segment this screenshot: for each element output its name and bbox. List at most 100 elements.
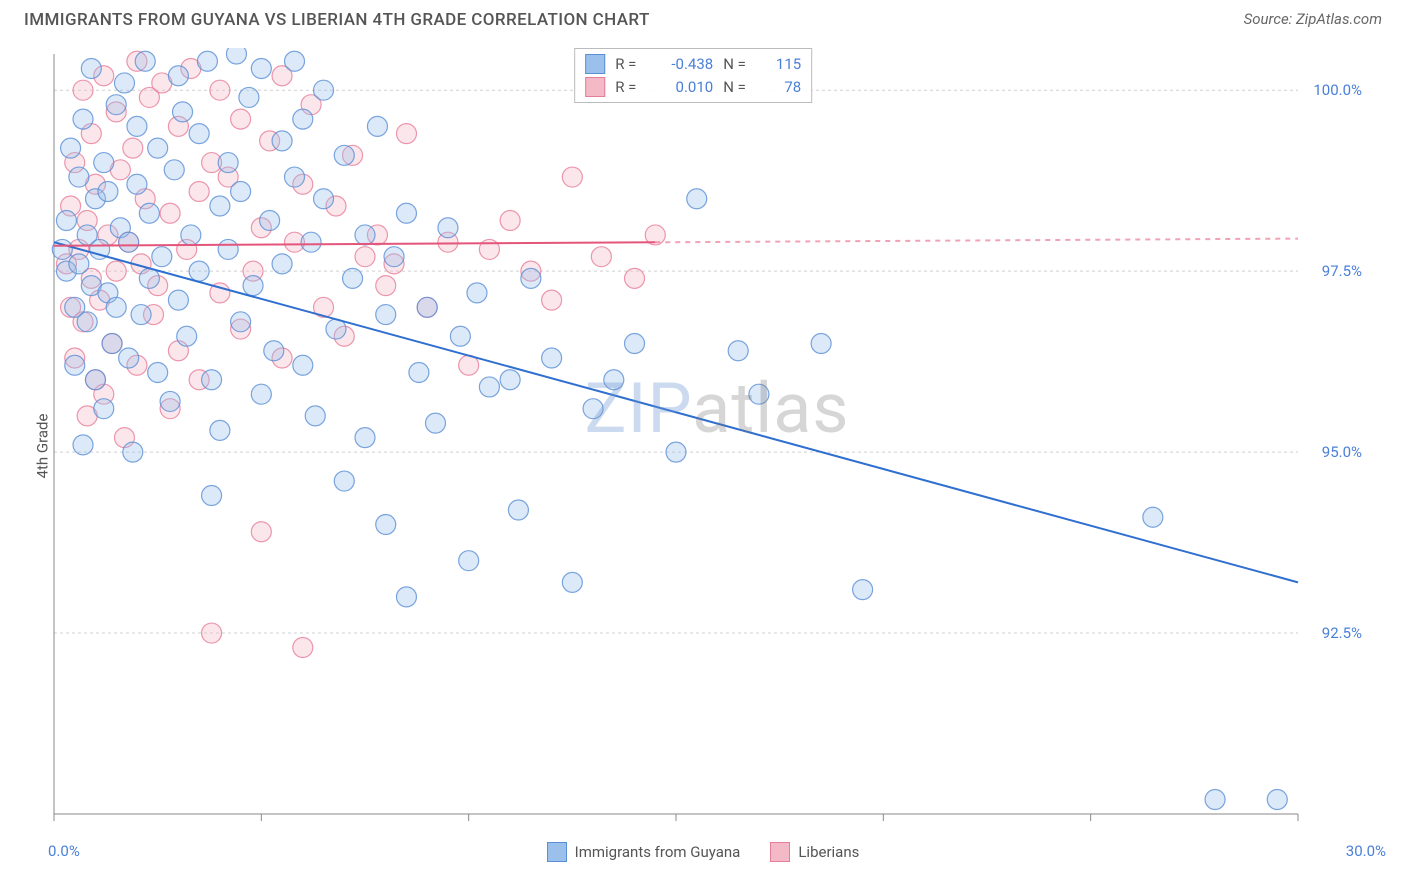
scatter-point-liberians (562, 167, 582, 187)
scatter-point-guyana (417, 297, 437, 317)
correlation-legend: R =-0.438N =115R =0.010N =78 (574, 48, 812, 103)
scatter-point-guyana (314, 80, 334, 100)
scatter-point-guyana (355, 225, 375, 245)
scatter-point-guyana (114, 73, 134, 93)
corr-n-label: N = (723, 76, 751, 99)
scatter-point-guyana (218, 239, 238, 259)
corr-n-label: N = (723, 53, 751, 76)
scatter-point-liberians (123, 138, 143, 158)
legend-swatch (585, 54, 605, 74)
source-label: Source: ZipAtlas.com (1244, 10, 1382, 28)
scatter-point-liberians (376, 276, 396, 296)
scatter-point-guyana (285, 51, 305, 71)
scatter-point-guyana (139, 268, 159, 288)
scatter-point-liberians (231, 109, 251, 129)
scatter-point-guyana (168, 66, 188, 86)
scatter-point-guyana (479, 377, 499, 397)
scatter-point-guyana (65, 355, 85, 375)
legend-swatch (770, 842, 790, 862)
scatter-point-guyana (542, 348, 562, 368)
scatter-point-guyana (243, 276, 263, 296)
scatter-point-guyana (438, 218, 458, 238)
scatter-point-guyana (123, 442, 143, 462)
scatter-point-guyana (218, 153, 238, 173)
scatter-point-guyana (687, 189, 707, 209)
scatter-point-guyana (119, 348, 139, 368)
scatter-point-liberians (625, 268, 645, 288)
scatter-point-guyana (139, 203, 159, 223)
scatter-point-guyana (272, 254, 292, 274)
scatter-point-guyana (450, 326, 470, 346)
scatter-point-guyana (181, 225, 201, 245)
scatter-point-guyana (106, 95, 126, 115)
scatter-point-guyana (61, 138, 81, 158)
scatter-point-guyana (853, 580, 873, 600)
y-tick-label: 95.0% (1322, 443, 1362, 461)
corr-r-value: 0.010 (653, 76, 713, 99)
scatter-point-guyana (384, 247, 404, 267)
scatter-point-guyana (56, 210, 76, 230)
legend-label: Immigrants from Guyana (575, 843, 741, 861)
scatter-point-guyana (102, 334, 122, 354)
corr-r-value: -0.438 (653, 53, 713, 76)
scatter-point-guyana (202, 370, 222, 390)
legend-label: Liberians (798, 843, 859, 861)
scatter-point-guyana (131, 305, 151, 325)
scatter-point-guyana (189, 124, 209, 144)
scatter-point-guyana (94, 399, 114, 419)
scatter-point-guyana (197, 51, 217, 71)
scatter-point-guyana (293, 355, 313, 375)
scatter-point-liberians (500, 210, 520, 230)
scatter-point-guyana (135, 51, 155, 71)
scatter-point-guyana (164, 160, 184, 180)
scatter-point-guyana (301, 232, 321, 252)
scatter-point-guyana (1205, 790, 1225, 810)
scatter-point-guyana (69, 167, 89, 187)
trend-line-liberians (54, 242, 655, 245)
corr-r-label: R = (615, 76, 643, 99)
scatter-point-guyana (69, 254, 89, 274)
scatter-point-guyana (467, 283, 487, 303)
scatter-point-liberians (396, 124, 416, 144)
scatter-point-liberians (542, 290, 562, 310)
scatter-point-guyana (160, 391, 180, 411)
scatter-point-guyana (272, 131, 292, 151)
y-tick-label: 100.0% (1313, 81, 1362, 99)
scatter-point-guyana (73, 109, 93, 129)
scatter-point-guyana (73, 435, 93, 455)
legend-item: Liberians (770, 842, 859, 862)
scatter-point-guyana (189, 261, 209, 281)
scatter-point-guyana (231, 182, 251, 202)
y-tick-label: 97.5% (1322, 262, 1362, 280)
trend-line-guyana (54, 242, 1298, 582)
scatter-point-guyana (173, 102, 193, 122)
scatter-point-guyana (264, 341, 284, 361)
corr-legend-row: R =0.010N =78 (585, 76, 801, 99)
scatter-point-liberians (202, 623, 222, 643)
scatter-point-guyana (260, 210, 280, 230)
legend-swatch (547, 842, 567, 862)
scatter-point-guyana (94, 153, 114, 173)
chart-title: IMMIGRANTS FROM GUYANA VS LIBERIAN 4TH G… (24, 10, 650, 30)
scatter-point-guyana (811, 334, 831, 354)
scatter-point-guyana (409, 362, 429, 382)
scatter-point-guyana (85, 370, 105, 390)
scatter-point-guyana (251, 58, 271, 78)
scatter-point-liberians (251, 522, 271, 542)
scatter-point-guyana (119, 232, 139, 252)
scatter-point-guyana (508, 500, 528, 520)
scatter-point-guyana (500, 370, 520, 390)
scatter-point-guyana (425, 413, 445, 433)
scatter-point-guyana (177, 326, 197, 346)
scatter-point-guyana (98, 182, 118, 202)
scatter-point-guyana (749, 384, 769, 404)
scatter-point-guyana (396, 203, 416, 223)
scatter-chart-svg: 92.5%95.0%97.5%100.0% (48, 48, 1368, 828)
scatter-point-liberians (106, 261, 126, 281)
corr-n-value: 115 (761, 53, 801, 76)
chart-area: 92.5%95.0%97.5%100.0% ZIPatlas R =-0.438… (48, 48, 1386, 832)
scatter-point-guyana (1267, 790, 1287, 810)
scatter-point-guyana (210, 420, 230, 440)
scatter-point-guyana (293, 109, 313, 129)
scatter-point-guyana (355, 428, 375, 448)
